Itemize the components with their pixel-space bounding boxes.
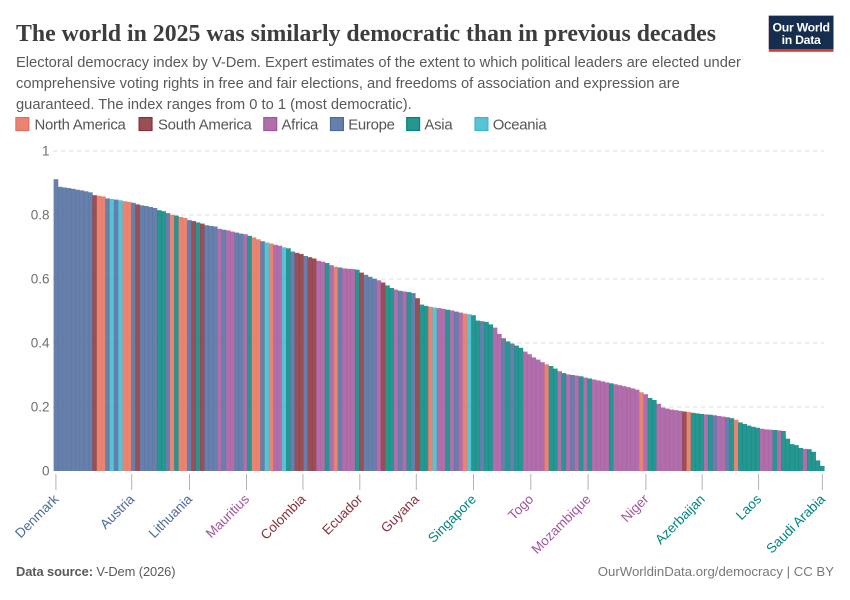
svg-text:Data source: V-Dem (2026): Data source: V-Dem (2026) [16, 564, 175, 579]
svg-text:OurWorldinData.org/democracy |: OurWorldinData.org/democracy | CC BY [598, 564, 834, 579]
svg-text:Asia: Asia [424, 117, 453, 133]
svg-text:Our World: Our World [773, 20, 830, 34]
svg-text:comprehensive voting rights in: comprehensive voting rights in free and … [16, 76, 680, 92]
svg-text:Europe: Europe [348, 117, 395, 133]
svg-text:0.2: 0.2 [31, 400, 50, 415]
svg-text:Electoral democracy index by V: Electoral democracy index by V-Dem. Expe… [16, 55, 741, 71]
svg-text:0: 0 [42, 464, 50, 479]
svg-text:The world in 2025 was similarl: The world in 2025 was similarly democrat… [16, 21, 716, 47]
svg-text:North America: North America [35, 117, 127, 133]
svg-text:0.4: 0.4 [31, 336, 50, 351]
svg-text:Oceania: Oceania [493, 117, 548, 133]
svg-text:1: 1 [42, 144, 50, 159]
svg-text:guaranteed. The index ranges f: guaranteed. The index ranges from 0 to 1… [16, 97, 412, 113]
svg-text:in Data: in Data [782, 33, 821, 47]
svg-text:South America: South America [158, 117, 253, 133]
svg-text:0.6: 0.6 [31, 272, 50, 287]
svg-text:Africa: Africa [282, 117, 320, 133]
svg-text:0.8: 0.8 [31, 208, 50, 223]
